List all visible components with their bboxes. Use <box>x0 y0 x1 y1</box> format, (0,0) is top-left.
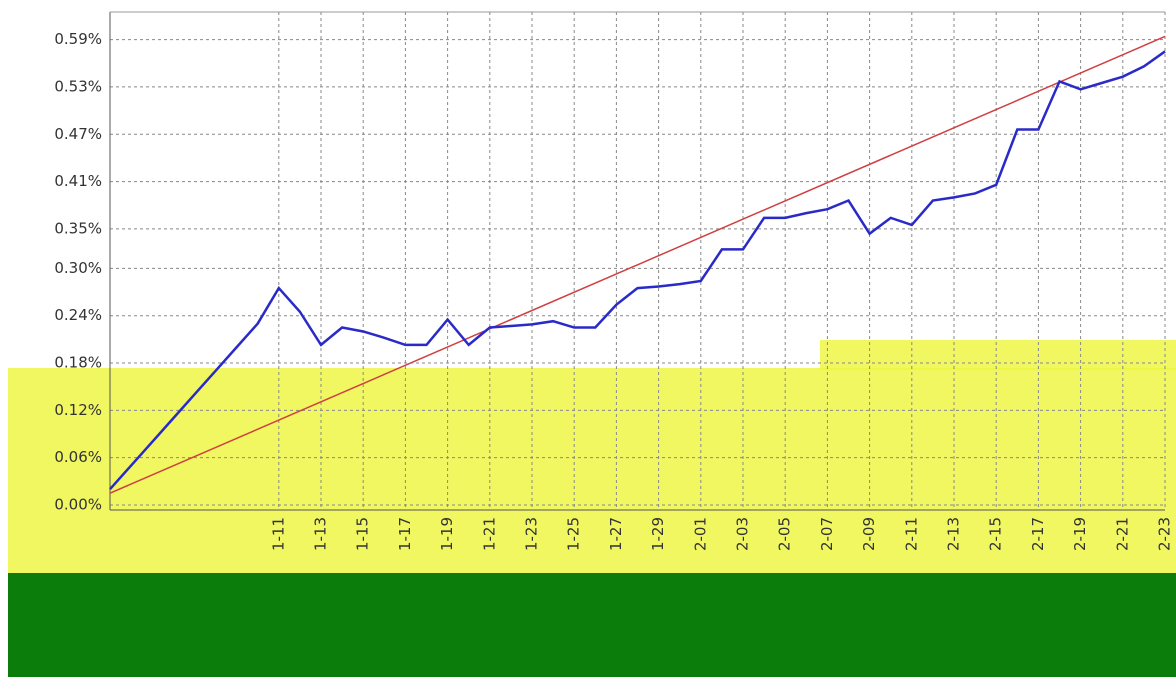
chart: 0.00% 0.06% 0.12% 0.18% 0.24% 0.30% 0.35% 0.41%… <box>0 0 1176 677</box>
x-tick-label: 2-01 <box>691 517 709 551</box>
x-tick-label: 2-03 <box>734 517 752 551</box>
x-tick-label: 1-17 <box>396 517 414 551</box>
x-tick-label: 2-07 <box>818 517 836 551</box>
x-tick-label: 2-05 <box>776 517 794 551</box>
y-tick-label: 0.18% <box>54 354 102 372</box>
x-tick-label: 1-25 <box>565 517 583 551</box>
y-tick-label: 0.12% <box>54 401 102 419</box>
x-tick-label: 2-13 <box>945 517 963 551</box>
glitch-band <box>8 573 1176 677</box>
x-tick-label: 1-11 <box>269 517 287 551</box>
x-tick-label: 2-21 <box>1113 517 1131 551</box>
x-tick-label: 1-13 <box>312 517 330 551</box>
y-tick-label: 0.47% <box>54 125 102 143</box>
x-tick-label: 2-23 <box>1156 517 1174 551</box>
y-tick-label: 0.59% <box>54 30 102 48</box>
x-tick-label: 1-21 <box>480 517 498 551</box>
y-tick-label: 0.24% <box>54 306 102 324</box>
y-tick-label: 0.53% <box>54 77 102 95</box>
x-tick-label: 1-15 <box>354 517 372 551</box>
y-tick-label: 0.30% <box>54 259 102 277</box>
y-tick-label: 0.06% <box>54 448 102 466</box>
y-tick-label: 0.41% <box>54 172 102 190</box>
x-tick-label: 1-23 <box>523 517 541 551</box>
y-tick-label: 0.00% <box>54 496 102 514</box>
x-tick-label: 1-19 <box>438 517 456 551</box>
x-tick-label: 2-09 <box>860 517 878 551</box>
y-tick-label: 0.35% <box>54 219 102 237</box>
x-tick-label: 1-29 <box>649 517 667 551</box>
x-tick-label: 2-11 <box>902 517 920 551</box>
x-tick-label: 2-17 <box>1029 517 1047 551</box>
x-tick-label: 2-15 <box>987 517 1005 551</box>
x-tick-label: 2-19 <box>1071 517 1089 551</box>
x-tick-label: 1-27 <box>607 517 625 551</box>
